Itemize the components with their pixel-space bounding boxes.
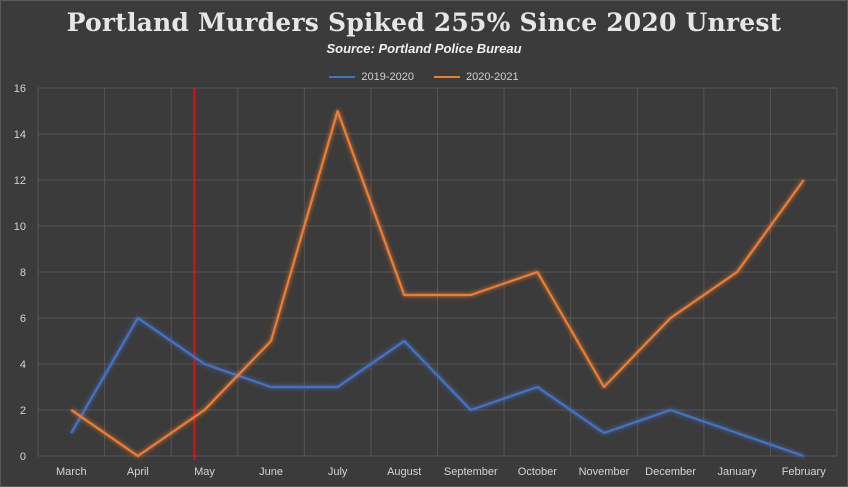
legend-item-2020-2021: 2020-2021 [434,71,519,83]
x-tick-label: April [127,466,149,478]
gridlines [37,87,838,457]
x-tick-label: July [328,466,348,478]
legend-item-2019-2020: 2019-2020 [329,71,414,83]
x-tick-label: December [645,466,696,478]
x-tick-label: February [782,466,827,478]
x-tick-label: August [387,466,421,478]
y-tick-label: 14 [14,129,26,141]
x-tick-label: January [718,466,758,478]
y-tick-label: 12 [14,175,26,187]
y-tick-label: 8 [20,267,26,279]
series-line-2020-2021 [70,109,805,458]
x-tick-label: October [518,466,557,478]
series-layer [70,109,805,458]
x-tick-label: March [56,466,87,478]
legend-label-2019-2020: 2019-2020 [361,71,414,83]
y-tick-label: 4 [20,359,26,371]
x-tick-label: June [259,466,283,478]
legend-swatch-2019-2020 [329,76,356,78]
chart-title: Portland Murders Spiked 255% Since 2020 … [66,8,782,37]
legend-label-2020-2021: 2020-2021 [466,71,519,83]
x-tick-label: November [579,466,630,478]
series-line-2019-2020 [70,316,805,458]
chart-legend: 2019-2020 2020-2021 [0,71,848,83]
x-tick-label: May [194,466,215,478]
chart-subtitle: Source: Portland Police Bureau [326,41,522,56]
y-tick-label: 2 [20,405,26,417]
y-axis-ticks: 0 2 4 6 8 10 12 14 16 [14,83,26,463]
x-axis-ticks: March April May June July August September Octo… [56,466,826,478]
y-tick-label: 0 [20,451,26,463]
legend-swatch-2020-2021 [434,76,460,78]
y-tick-label: 6 [20,313,26,325]
x-tick-label: September [444,466,498,478]
y-tick-label: 10 [14,221,26,233]
y-tick-label: 16 [14,83,26,95]
